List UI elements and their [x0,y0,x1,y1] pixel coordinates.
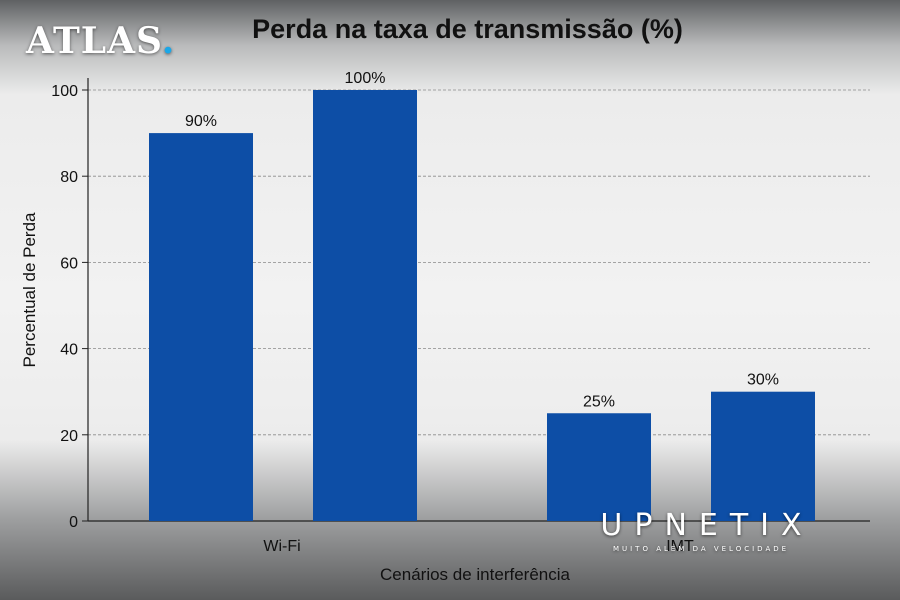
data-label: 100% [345,70,386,87]
x-tick-label: IMT [666,538,694,555]
bar [711,391,815,521]
bar [313,90,417,521]
upnetix-watermark: UPNETIX MUITO ALÉM DA VELOCIDADE [566,508,836,553]
upnetix-tagline: MUITO ALÉM DA VELOCIDADE [612,545,790,553]
y-tick-label: 20 [60,428,78,445]
data-label: 25% [583,393,615,410]
y-tick-label: 40 [60,342,78,359]
y-tick-label: 60 [60,255,78,272]
atlas-logo: ATLAS. [26,20,176,62]
x-tick-label: Wi-Fi [263,538,300,555]
y-axis-label: Percentual de Perda [20,212,39,368]
upnetix-logo-text: UPNETIX [600,508,814,543]
bar [547,413,651,521]
bar [149,133,253,521]
y-tick-label: 0 [69,514,78,531]
x-axis-label: Cenários de interferência [380,565,570,584]
data-label: 30% [747,372,779,389]
chart-title: Perda na taxa de transmissão (%) [252,14,683,44]
y-tick-label: 100 [51,83,78,100]
y-tick-label: 80 [60,169,78,186]
data-label: 90% [185,113,217,130]
